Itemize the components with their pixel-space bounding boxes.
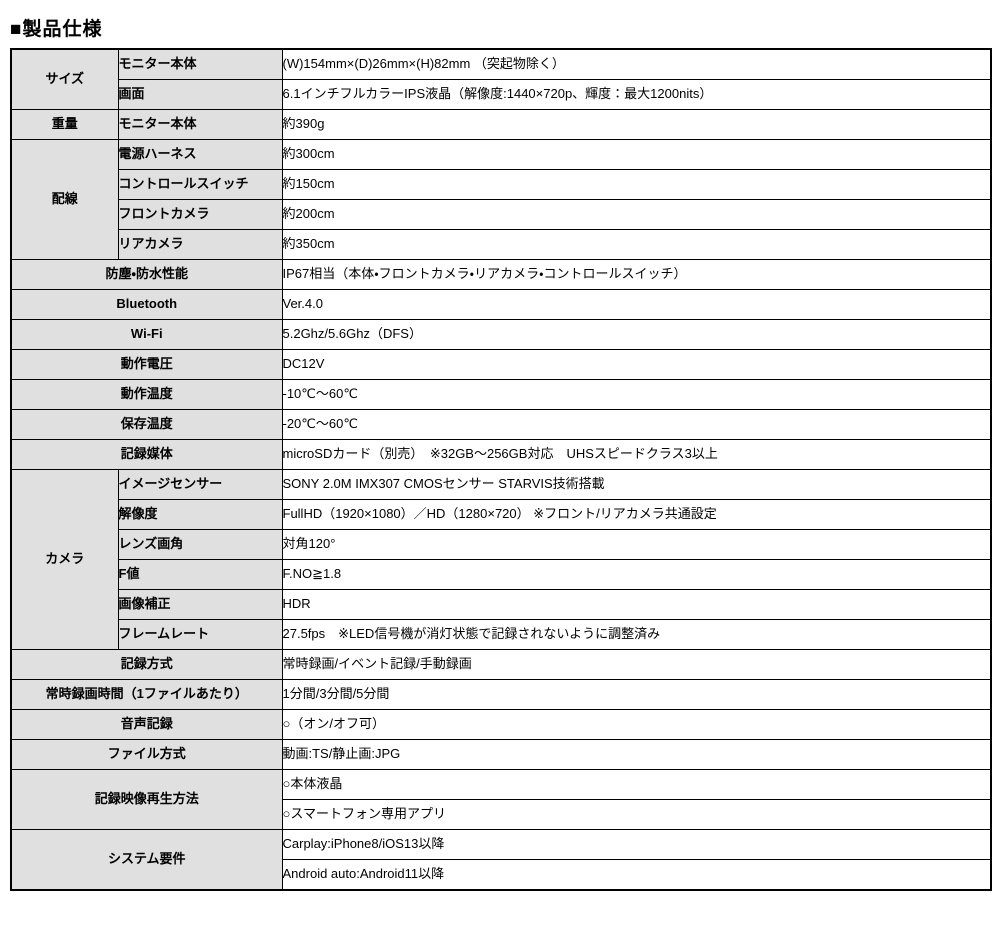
- spec-sub-label: 解像度: [117, 499, 283, 530]
- spec-label-system-requirements: システム要件: [10, 829, 283, 891]
- spec-value: Carplay:iPhone8/iOS13以降: [281, 829, 992, 860]
- table-row: 動作電圧 DC12V: [10, 349, 992, 380]
- spec-label-recording-mode: 記録方式: [10, 649, 283, 680]
- spec-sub-label: 画面: [117, 79, 283, 110]
- spec-sub-label: F値: [117, 559, 283, 590]
- spec-value: 動画:TS/静止画:JPG: [281, 739, 992, 770]
- spec-value: (W)154mm×(D)26mm×(H)82mm （突起物除く）: [281, 48, 992, 80]
- table-row: コントロールスイッチ 約150cm: [11, 169, 992, 200]
- spec-value: 約390g: [281, 109, 992, 140]
- table-row: システム要件 Carplay:iPhone8/iOS13以降: [10, 829, 992, 891]
- spec-value: 約300cm: [281, 139, 992, 170]
- spec-value: 約200cm: [281, 199, 992, 230]
- spec-label-operating-temp: 動作温度: [10, 379, 283, 410]
- table-row: Wi-Fi 5.2Ghz/5.6Ghz（DFS）: [10, 319, 992, 350]
- spec-sub-label: 電源ハーネス: [117, 139, 283, 170]
- table-row: 記録方式 常時録画/イベント記録/手動録画: [10, 649, 992, 680]
- spec-group-label-camera: カメラ: [10, 469, 119, 650]
- table-row: 保存温度 -20℃～60℃: [10, 409, 992, 440]
- spec-label-dustproof: 防塵・防水性能: [10, 259, 283, 290]
- spec-value: FullHD（1920×1080）／HD（1280×720） ※フロント/リアカ…: [281, 499, 992, 530]
- spec-value: ○スマートフォン専用アプリ: [281, 799, 992, 830]
- table-row: 動作温度 -10℃～60℃: [10, 379, 992, 410]
- table-row: Bluetooth Ver.4.0: [10, 289, 992, 320]
- spec-value: 27.5fps ※LED信号機が消灯状態で記録されないように調整済み: [281, 619, 992, 650]
- spec-label-recording-media: 記録媒体: [10, 439, 283, 470]
- spec-sub-label: レンズ画角: [117, 529, 283, 560]
- table-row: カメラ イメージセンサー SONY 2.0M IMX307 CMOSセンサー S…: [10, 469, 992, 650]
- table-row: 画面 6.1インチフルカラーIPS液晶（解像度:1440×720p、輝度：最大1…: [11, 79, 992, 110]
- spec-sub-label: モニター本体: [117, 48, 283, 80]
- spec-value: 約150cm: [281, 169, 992, 200]
- spec-value: ○（オン/オフ可）: [281, 709, 992, 740]
- table-row: 重量 モニター本体 約390g: [10, 109, 992, 140]
- spec-sub-label: モニター本体: [117, 109, 283, 140]
- spec-value: HDR: [281, 589, 992, 620]
- spec-group-label-wiring: 配線: [10, 139, 119, 260]
- spec-table: サイズ モニター本体 (W)154mm×(D)26mm×(H)82mm （突起物…: [10, 48, 992, 891]
- table-row: 記録映像再生方法 ○本体液晶: [10, 769, 992, 830]
- table-row: フレームレート 27.5fps ※LED信号機が消灯状態で記録されないように調整…: [11, 619, 992, 650]
- spec-sub-label: 画像補正: [117, 589, 283, 620]
- table-row: ○スマートフォン専用アプリ: [11, 799, 992, 830]
- spec-label-storage-temp: 保存温度: [10, 409, 283, 440]
- spec-value: 常時録画/イベント記録/手動録画: [281, 649, 992, 680]
- spec-value: F.NO≧1.8: [281, 559, 992, 590]
- spec-value: 対角120°: [281, 529, 992, 560]
- spec-value: Android auto:Android11以降: [281, 859, 992, 891]
- table-row: フロントカメラ 約200cm: [11, 199, 992, 230]
- spec-sub-label: コントロールスイッチ: [117, 169, 283, 200]
- table-row: レンズ画角 対角120°: [11, 529, 992, 560]
- spec-label-voltage: 動作電圧: [10, 349, 283, 380]
- spec-label-playback-method: 記録映像再生方法: [10, 769, 283, 830]
- spec-sub-label: イメージセンサー: [117, 469, 283, 500]
- spec-label-file-format: ファイル方式: [10, 739, 283, 770]
- spec-group-label-weight: 重量: [10, 109, 119, 140]
- spec-sub-label: フレームレート: [117, 619, 283, 650]
- table-row: 解像度 FullHD（1920×1080）／HD（1280×720） ※フロント…: [11, 499, 992, 530]
- spec-sub-label: リアカメラ: [117, 229, 283, 260]
- spec-label-audio-recording: 音声記録: [10, 709, 283, 740]
- spec-value: DC12V: [281, 349, 992, 380]
- table-row: 画像補正 HDR: [11, 589, 992, 620]
- page-title: ■製品仕様: [10, 19, 103, 40]
- table-row: ファイル方式 動画:TS/静止画:JPG: [10, 739, 992, 770]
- spec-sub-label: フロントカメラ: [117, 199, 283, 230]
- table-row: Android auto:Android11以降: [11, 859, 992, 891]
- spec-label-wifi: Wi-Fi: [10, 319, 283, 350]
- spec-value: IP67相当（本体・フロントカメラ・リアカメラ・コントロールスイッチ）: [281, 259, 992, 290]
- spec-label-continuous-recording-time: 常時録画時間（1ファイルあたり）: [10, 679, 283, 710]
- spec-value: 1分間/3分間/5分間: [281, 679, 992, 710]
- table-row: 記録媒体 microSDカード（別売） ※32GB～256GB対応 UHSスピー…: [10, 439, 992, 470]
- spec-value: Ver.4.0: [281, 289, 992, 320]
- table-row: リアカメラ 約350cm: [11, 229, 992, 260]
- table-row: 防塵・防水性能 IP67相当（本体・フロントカメラ・リアカメラ・コントロールスイ…: [10, 259, 992, 290]
- table-row: サイズ モニター本体 (W)154mm×(D)26mm×(H)82mm （突起物…: [10, 48, 992, 110]
- table-row: 音声記録 ○（オン/オフ可）: [10, 709, 992, 740]
- table-row: F値 F.NO≧1.8: [11, 559, 992, 590]
- spec-label-bluetooth: Bluetooth: [10, 289, 283, 320]
- table-row: 配線 電源ハーネス 約300cm: [10, 139, 992, 260]
- spec-value: microSDカード（別売） ※32GB～256GB対応 UHSスピードクラス3…: [281, 439, 992, 470]
- spec-value: 約350cm: [281, 229, 992, 260]
- spec-group-label-size: サイズ: [10, 48, 119, 110]
- spec-value: -10℃～60℃: [281, 379, 992, 410]
- spec-value: 5.2Ghz/5.6Ghz（DFS）: [281, 319, 992, 350]
- spec-value: -20℃～60℃: [281, 409, 992, 440]
- table-row: 常時録画時間（1ファイルあたり） 1分間/3分間/5分間: [10, 679, 992, 710]
- spec-value: SONY 2.0M IMX307 CMOSセンサー STARVIS技術搭載: [281, 469, 992, 500]
- spec-value: 6.1インチフルカラーIPS液晶（解像度:1440×720p、輝度：最大1200…: [281, 79, 992, 110]
- spec-value: ○本体液晶: [281, 769, 992, 800]
